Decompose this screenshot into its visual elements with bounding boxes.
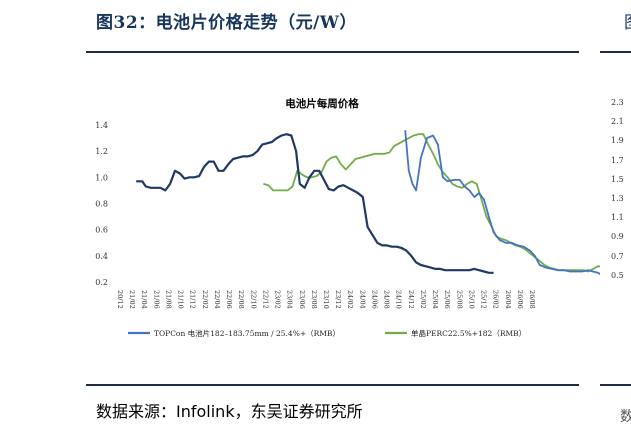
x-tick-label: 22/08 (237, 290, 245, 309)
x-tick-label: 22/02 (201, 290, 209, 309)
chart-title: 电池片每周价格 (285, 97, 359, 110)
source-note: 数据来源：Infolink，东吴证券研究所 (96, 402, 363, 421)
x-tick-label: 21/12 (189, 290, 197, 309)
x-tick-label: 22/12 (261, 290, 269, 309)
bottom-rule (86, 384, 579, 386)
y-tick-label: 1.2 (95, 147, 108, 156)
x-tick-label: 25/04 (431, 290, 439, 309)
x-tick-label: 22/10 (249, 290, 257, 309)
adjacent-source-fragment: 数 (620, 409, 631, 425)
y-tick-label: 1.4 (95, 121, 108, 130)
x-tick-label: 25/06 (443, 290, 451, 309)
x-tick-label: 25/08 (455, 290, 463, 309)
x-tick-label: 25/10 (467, 290, 475, 309)
x-axis: 20/12 21/02 21/04 21/06 21/08 21/10 21/12 22/02… (116, 290, 536, 309)
x-tick-label: 26/08 (528, 290, 536, 309)
price-line-chart: 电池片每周价格 0.2 0.4 0.6 0.8 1.0 1.2 1.4 20/12 21/02… (95, 97, 600, 338)
x-tick-label: 26/06 (516, 290, 524, 309)
x-tick-label: 24/12 (407, 290, 415, 309)
adjacent-chart-y-axis: 2.3 2.1 1.9 1.7 1.5 1.3 1.1 0.9 0.7 0.5 (611, 98, 631, 288)
series-line-other (136, 133, 494, 274)
y-tick-label: 0.8 (95, 200, 108, 209)
series-line-perc (263, 133, 600, 273)
legend: TOPCon 电池片182–183.75mm / 25.4%+（RMB） 单晶PE… (128, 328, 526, 338)
x-tick-label: 23/08 (310, 290, 318, 309)
adjacent-y-tick-label: 1.1 (611, 213, 624, 223)
adjacent-y-tick-label: 1.7 (611, 155, 624, 165)
x-tick-label: 21/02 (128, 290, 136, 309)
figure-title: 图32：电池片价格走势（元/W） (96, 13, 357, 33)
x-tick-label: 23/02 (274, 290, 282, 309)
x-tick-label: 25/02 (419, 290, 427, 309)
y-tick-label: 0.6 (95, 226, 108, 235)
adjacent-y-tick-label: 1.3 (611, 194, 624, 203)
legend-label-topcon: TOPCon 电池片182–183.75mm / 25.4%+（RMB） (154, 328, 340, 338)
adjacent-top-rule (600, 51, 631, 53)
x-tick-label: 24/10 (395, 290, 403, 309)
x-tick-label: 26/02 (492, 290, 500, 309)
x-tick-label: 24/02 (346, 290, 354, 309)
y-axis: 0.2 0.4 0.6 0.8 1.0 1.2 1.4 (95, 121, 108, 287)
x-tick-label: 21/06 (152, 290, 160, 309)
x-tick-label: 20/12 (116, 290, 124, 309)
x-tick-label: 22/04 (213, 290, 221, 309)
legend-label-perc: 单晶PERC22.5%+182（RMB） (411, 328, 526, 338)
x-tick-label: 23/12 (334, 290, 342, 309)
adjacent-bottom-rule (600, 384, 631, 386)
y-tick-label: 0.4 (95, 252, 108, 261)
adjacent-y-tick-label: 2.1 (611, 117, 624, 127)
x-tick-label: 22/06 (225, 290, 233, 309)
x-tick-label: 21/08 (164, 290, 172, 309)
x-tick-label: 23/10 (322, 290, 330, 309)
adjacent-y-tick-label: 0.7 (611, 251, 624, 261)
y-tick-label: 1.0 (95, 173, 108, 182)
x-tick-label: 24/08 (383, 290, 391, 309)
adjacent-figure-title-fragment: 图 (624, 8, 631, 33)
x-tick-label: 23/04 (286, 290, 294, 309)
adjacent-y-tick-label: 1.9 (611, 136, 624, 146)
series-lines (136, 130, 600, 276)
adjacent-y-tick-label: 2.3 (611, 98, 624, 107)
adjacent-y-tick-label: 0.9 (611, 232, 624, 242)
x-tick-label: 24/06 (370, 290, 378, 309)
x-tick-label: 24/04 (358, 290, 366, 309)
series-line-topcon (404, 130, 600, 276)
x-tick-label: 21/10 (177, 290, 185, 309)
top-rule (86, 51, 579, 53)
y-tick-label: 0.2 (95, 278, 108, 287)
adjacent-y-tick-label: 1.5 (611, 174, 624, 184)
x-tick-label: 25/12 (480, 290, 488, 309)
x-tick-label: 26/04 (504, 290, 512, 309)
x-tick-label: 23/06 (298, 290, 306, 309)
adjacent-y-tick-label: 0.5 (611, 270, 624, 280)
x-tick-label: 21/04 (140, 290, 148, 309)
